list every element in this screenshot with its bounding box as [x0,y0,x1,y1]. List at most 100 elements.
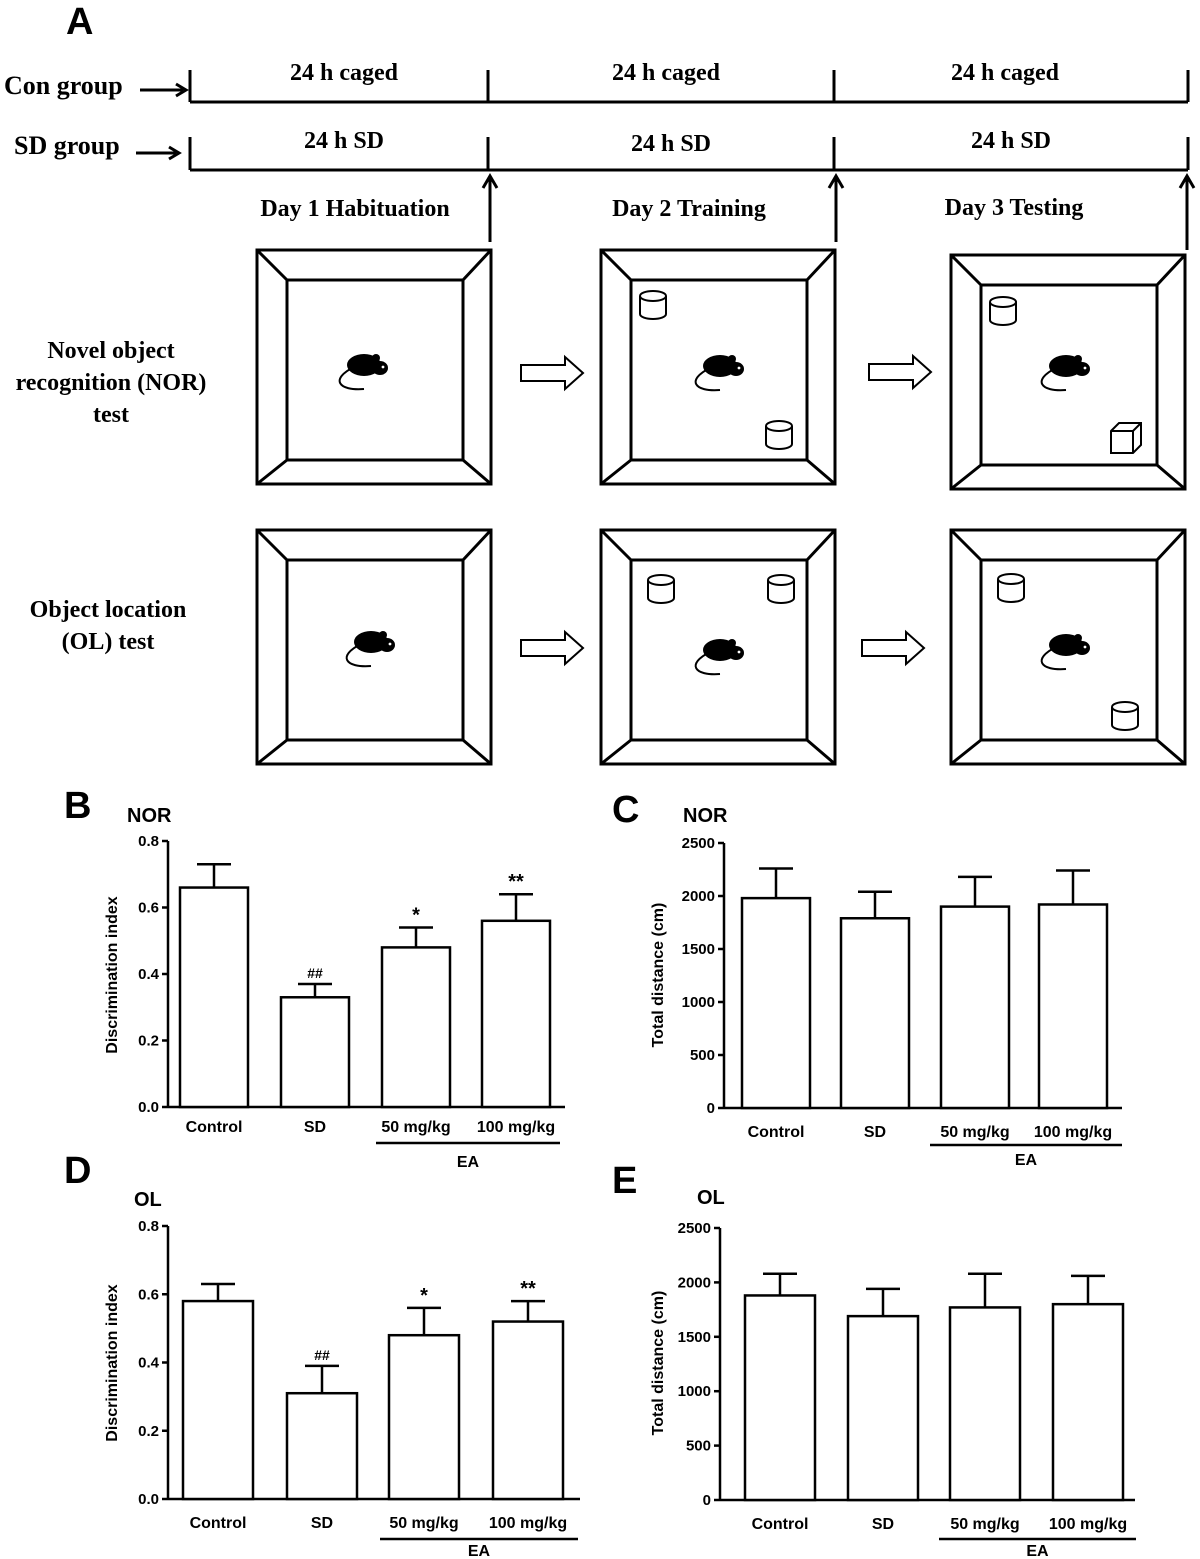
arena-corner-edge [600,738,632,766]
y-tick-label: 0 [703,1492,711,1509]
arena-corner-edge [806,738,836,766]
x-category-label: Control [748,1124,805,1141]
cylinder-object-icon [639,290,667,320]
arena-corner-edge [805,528,837,562]
nor-arena-day2 [599,248,837,486]
ol-label-line-1: Object location [30,597,187,623]
cylinder-object-icon [1111,701,1139,731]
cylinder-object-icon [767,574,795,604]
x-category-label: SD [304,1119,326,1136]
y-tick-label: 0.2 [138,1423,159,1440]
y-tick-label: 2000 [682,888,715,905]
arena-corner-edge [256,738,288,766]
bar-charts: B NOR Discrimination index 0.0 0.2 0.4 0.6 0.8 C… [64,785,1136,1559]
y-tick-label: 0.2 [138,1033,159,1050]
ol-arena-day3 [949,528,1187,766]
bar [948,1306,1022,1502]
bar [178,886,250,1109]
con-segment-3: 24 h caged [951,60,1060,86]
significance-label: ** [520,1278,536,1300]
arena-corner-edge [805,248,837,282]
y-axis-label: Discrimination index [104,1284,121,1441]
arena-corner-edge [599,528,633,562]
hollow-arrow-icon [861,629,926,667]
ol-test-label: Object location (OL) test [30,597,187,655]
nor-test-label: Novel object recognition (NOR) test [16,338,207,428]
chart-panel-b: B NOR Discrimination index 0.0 0.2 0.4 0.6 0.8 C… [64,785,565,1171]
mouse-icon [345,631,395,668]
panel-a: A Con group SD group 24 h caged 2 [4,1,1196,766]
y-tick-label: 0.4 [138,1355,160,1372]
y-tick-label: 1500 [678,1329,711,1346]
nor-label-line-2: recognition (NOR) [16,370,207,396]
y-tick-label: 1000 [682,994,715,1011]
chart-panel-c: C NOR Total distance (cm) 0 500 1000 1500 2000 2… [612,789,1122,1169]
y-axis-label: Total distance (cm) [650,903,667,1048]
mouse-icon [1040,634,1090,671]
panel-letter-d: D [64,1150,91,1192]
panel-letter-e: E [612,1160,637,1202]
y-tick-label: 0 [707,1100,715,1117]
significance-label: ## [314,1347,330,1363]
bar [181,1299,255,1501]
group-label: EA [1026,1543,1049,1559]
con-segment-2: 24 h caged [612,60,721,86]
y-axis-label: Discrimination index [104,896,121,1053]
arena-corner-edge [950,738,982,766]
arena-corner-edge [255,248,289,282]
arena-corner-edge [600,458,632,486]
sd-segment-2: 24 h SD [631,131,711,157]
significance-label: * [420,1285,428,1307]
sd-timeline [188,137,1190,172]
y-tick-label: 0.0 [138,1099,159,1116]
chart-title: OL [697,1187,725,1209]
y-tick-label: 0.0 [138,1491,159,1508]
bar [743,1294,817,1502]
arena-corner-edge [462,458,492,486]
bar [740,896,812,1110]
significance-label: ** [508,871,524,893]
x-category-label: Control [752,1516,809,1533]
group-label: EA [457,1154,480,1171]
day3-end-arrow-icon [1178,173,1196,250]
x-category-label: SD [311,1515,333,1532]
x-category-label: SD [864,1124,886,1141]
nor-arena-day3 [949,253,1187,491]
con-segment-1: 24 h caged [290,60,399,86]
cylinder-object-icon [647,574,675,604]
bar [939,905,1011,1110]
y-tick-label: 2500 [678,1220,711,1237]
sd-segment-3: 24 h SD [971,128,1051,154]
y-tick-label: 0.8 [138,833,159,850]
chart-panel-e: E OL Total distance (cm) 0 500 1000 1500 2000 25… [612,1160,1136,1559]
hollow-arrow-icon [520,354,585,392]
hollow-arrow-icon [868,353,933,391]
x-category-label: Control [190,1515,247,1532]
hollow-arrow-icon [520,629,585,667]
sd-group-arrow-icon [136,145,182,161]
x-category-label: 100 mg/kg [477,1119,555,1136]
mouse-icon [338,354,388,391]
bar [846,1314,920,1502]
sd-segment-1: 24 h SD [304,128,384,154]
arenas [255,248,1187,766]
day3-label: Day 3 Testing [945,195,1084,221]
arena-corner-edge [806,458,836,486]
ol-arena-day1 [255,528,493,766]
arena-corner-edge [949,528,983,562]
y-tick-label: 1000 [678,1383,711,1400]
y-tick-label: 500 [690,1047,715,1064]
nor-arena-day1 [255,248,493,486]
group-label: EA [1015,1152,1038,1169]
cylinder-object-icon [997,573,1025,603]
arena-corner-edge [1155,253,1187,287]
y-tick-label: 0.6 [138,900,159,917]
ol-arena-day2 [599,528,837,766]
x-category-label: 50 mg/kg [381,1119,450,1136]
y-tick-label: 0.4 [138,966,160,983]
arena-corner-edge [1155,528,1187,562]
con-group-label: Con group [4,71,123,100]
y-axis-label: Total distance (cm) [650,1291,667,1436]
ol-label-line-2: (OL) test [62,629,155,655]
x-category-label: 100 mg/kg [489,1515,567,1532]
